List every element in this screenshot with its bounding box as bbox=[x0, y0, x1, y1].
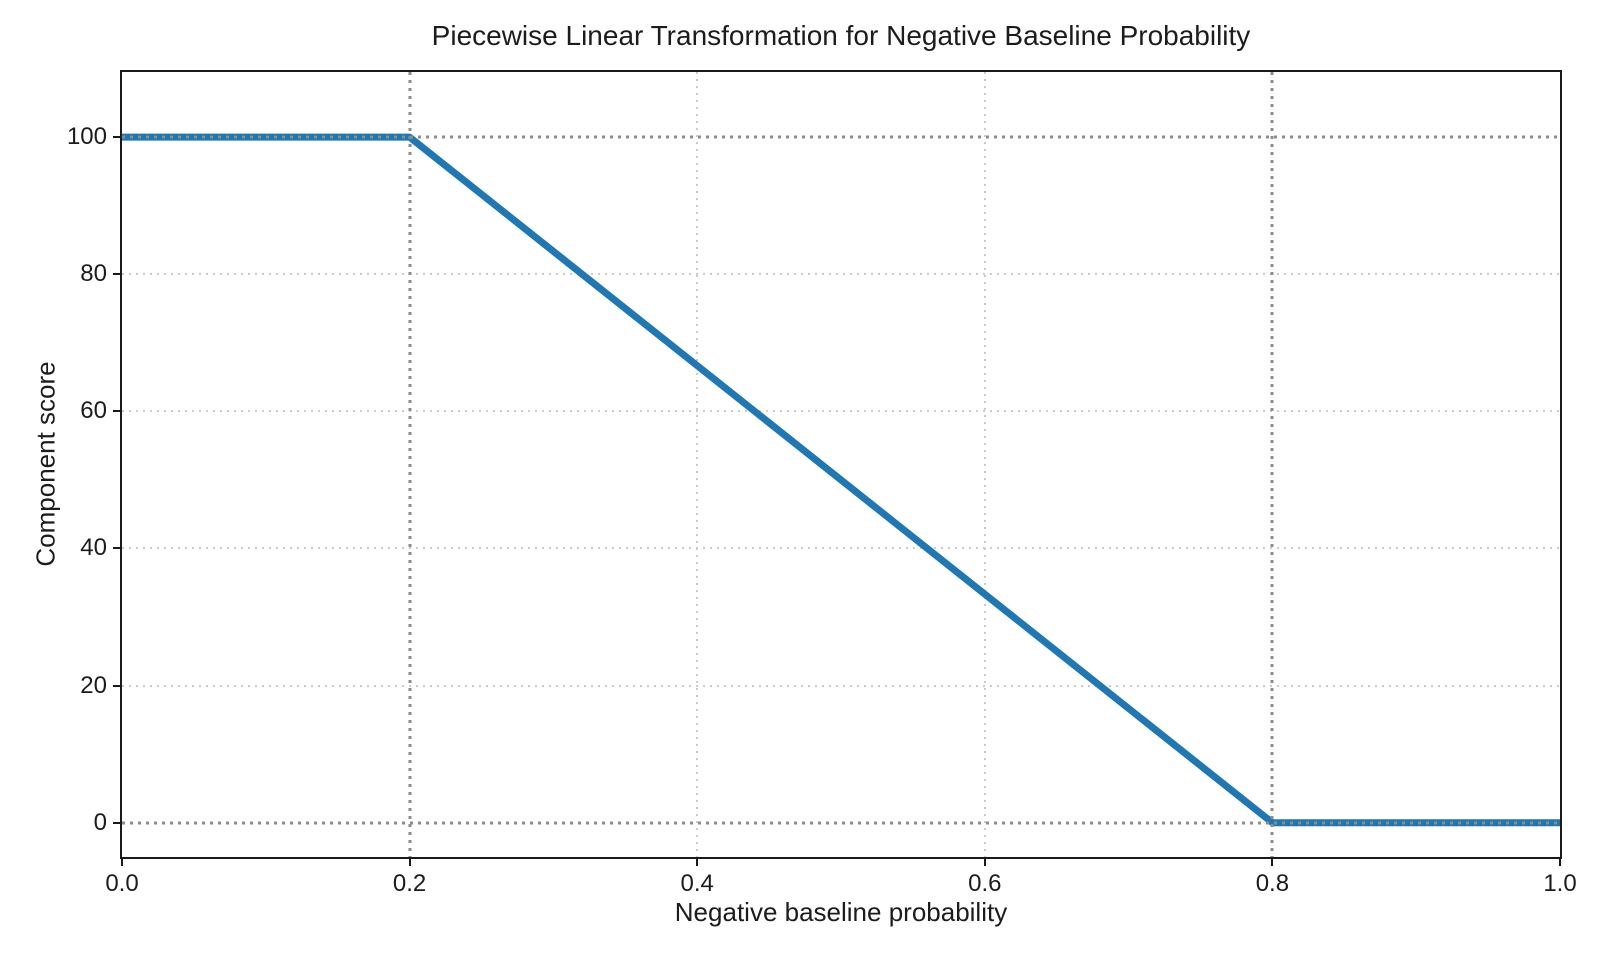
highlight-line-y-100 bbox=[122, 135, 1560, 139]
y-tick-label-40: 40 bbox=[80, 534, 107, 562]
y-tick-label-100: 100 bbox=[66, 123, 107, 151]
highlight-line-x-0.8 bbox=[1270, 72, 1274, 857]
x-tick-0.8 bbox=[1271, 859, 1274, 866]
y-tick-label-60: 60 bbox=[80, 397, 107, 425]
x-tick-label-0.8: 0.8 bbox=[1255, 870, 1290, 897]
gridline-y-60 bbox=[122, 410, 1560, 413]
highlight-line-x-0.2 bbox=[408, 72, 412, 857]
y-tick-label-0: 0 bbox=[93, 808, 107, 836]
gridline-y-80 bbox=[122, 273, 1560, 276]
gridline-y-20 bbox=[122, 684, 1560, 687]
y-tick-label-80: 80 bbox=[80, 260, 107, 288]
y-tick-80 bbox=[113, 273, 120, 276]
plot-area: 0.0 0.2 0.4 0.6 0.8 1.0 0 20 40 60 80 100 bbox=[67, 70, 1577, 897]
x-axis-label: Negative baseline probability bbox=[674, 897, 1008, 927]
x-tick-label-0.6: 0.6 bbox=[968, 870, 1002, 897]
chart-title: Piecewise Linear Transformation for Nega… bbox=[431, 20, 1251, 51]
x-tick-label-1.0: 1.0 bbox=[1543, 870, 1577, 897]
y-tick-0 bbox=[113, 821, 120, 824]
y-tick-40 bbox=[113, 547, 120, 550]
y-tick-label-20: 20 bbox=[80, 671, 107, 699]
gridline-y-40 bbox=[122, 547, 1560, 550]
x-tick-0.2 bbox=[408, 859, 411, 866]
x-tick-label-0.4: 0.4 bbox=[680, 870, 714, 897]
line-series-svg bbox=[122, 133, 1560, 827]
x-tick-0.0 bbox=[121, 859, 123, 866]
x-tick-0.4 bbox=[696, 859, 699, 866]
x-tick-1.0 bbox=[1559, 859, 1561, 866]
series-line-component-score bbox=[122, 133, 1560, 827]
y-tick-20 bbox=[113, 684, 120, 687]
x-tick-0.6 bbox=[983, 859, 986, 866]
gridline-x-0.4 bbox=[696, 72, 699, 857]
x-tick-label-0.0: 0.0 bbox=[105, 870, 139, 897]
y-tick-60 bbox=[113, 410, 120, 413]
highlight-line-y-0 bbox=[122, 821, 1560, 825]
gridline-x-0.6 bbox=[983, 72, 986, 857]
x-tick-label-0.2: 0.2 bbox=[392, 870, 427, 897]
y-axis-label: Component score bbox=[30, 361, 61, 567]
y-tick-100 bbox=[113, 136, 120, 139]
